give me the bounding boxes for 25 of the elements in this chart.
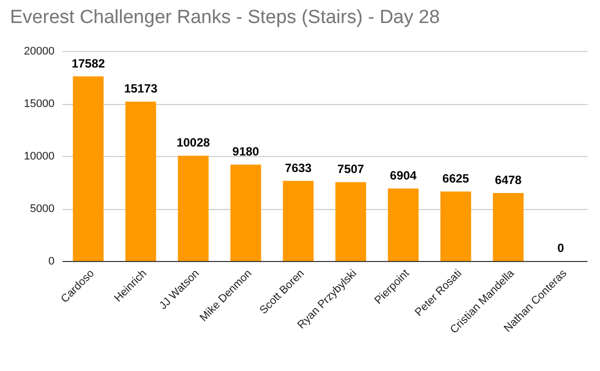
- bar: [388, 188, 419, 261]
- y-tick-label: 10000: [24, 150, 54, 162]
- bar: [178, 156, 209, 261]
- bar: [230, 164, 262, 261]
- y-tick-label: 0: [48, 256, 54, 268]
- y-tick-label: 15000: [24, 98, 54, 110]
- bar: [125, 102, 156, 261]
- data-label: 6625: [442, 171, 470, 186]
- bar: [335, 182, 366, 261]
- data-label: 0: [557, 241, 564, 255]
- data-label: 9180: [232, 144, 260, 159]
- data-label: 6478: [494, 172, 522, 187]
- data-label: 15173: [124, 82, 158, 96]
- data-label: 7507: [337, 162, 364, 176]
- data-label: 6904: [390, 168, 417, 183]
- y-tick-label: 20000: [24, 46, 54, 58]
- bar: [72, 76, 104, 261]
- chart-title: Everest Challenger Ranks - Steps (Stairs) - Day 28: [10, 7, 440, 28]
- data-label: 10028: [176, 136, 210, 150]
- data-label: 7633: [284, 160, 312, 175]
- y-tick-label: 5000: [30, 203, 54, 215]
- bar: [492, 192, 524, 261]
- bar: [440, 191, 472, 261]
- data-label: 17582: [72, 56, 106, 70]
- bar: [282, 180, 314, 261]
